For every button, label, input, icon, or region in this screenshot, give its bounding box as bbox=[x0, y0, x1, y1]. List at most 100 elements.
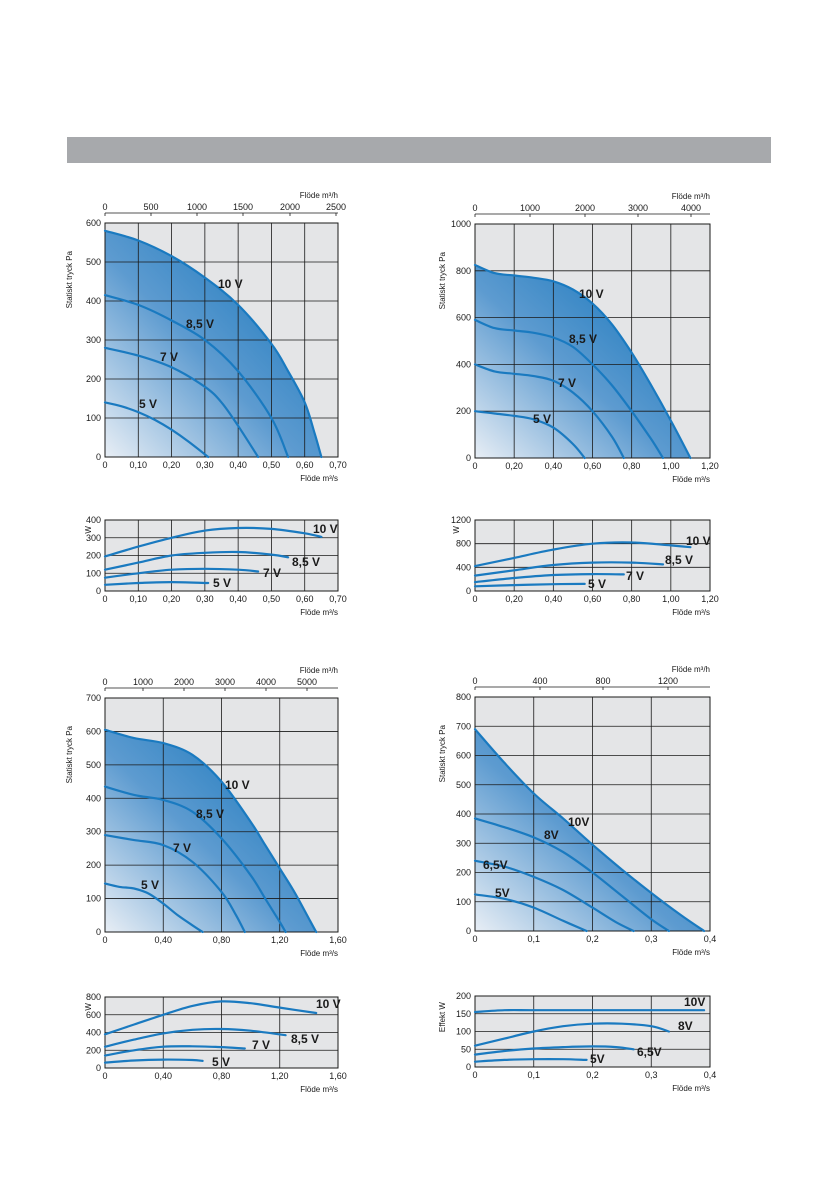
x2-tick-label: 1200 bbox=[658, 676, 678, 686]
y-tick-label: 400 bbox=[456, 562, 471, 572]
series-label: 8V bbox=[544, 828, 559, 842]
x-tick-label: 1,20 bbox=[701, 461, 719, 471]
x-tick-label: 1,00 bbox=[662, 594, 680, 604]
x2-tick-label: 2000 bbox=[280, 202, 300, 212]
series-line-1 bbox=[103, 1000, 318, 1036]
series-label: 5 V bbox=[141, 878, 159, 892]
y-tick-label: 150 bbox=[456, 1009, 471, 1019]
x-tick-label: 0,80 bbox=[213, 1071, 231, 1081]
y-tick-label: 200 bbox=[86, 374, 101, 384]
plot-frame bbox=[474, 223, 711, 459]
x2-tick-label: 0 bbox=[472, 203, 477, 213]
x-tick-label: 0,20 bbox=[163, 460, 181, 470]
section-header-bar bbox=[67, 137, 771, 163]
y-tick-label: 400 bbox=[86, 1028, 101, 1038]
x2-tick-label: 500 bbox=[143, 202, 158, 212]
x2-tick-label: 1000 bbox=[133, 677, 153, 687]
series-line-2 bbox=[473, 817, 670, 933]
x-tick-label: 0,60 bbox=[584, 461, 602, 471]
x-tick-label: 1,20 bbox=[271, 935, 289, 945]
y-tick-label: 100 bbox=[86, 894, 101, 904]
y-tick-label: 200 bbox=[456, 868, 471, 878]
x-axis-title: Flöde m³/s bbox=[672, 608, 710, 617]
series-line-3 bbox=[103, 1045, 246, 1057]
series-label: 7 V bbox=[252, 1038, 270, 1052]
x-tick-label: 0,40 bbox=[154, 935, 172, 945]
series-line-3 bbox=[103, 567, 260, 579]
x-tick-label: 0,50 bbox=[263, 594, 281, 604]
series-line-1 bbox=[103, 526, 323, 558]
x-tick-label: 0 bbox=[102, 935, 107, 945]
chart-3: 10 V 8,5 V 7 V 5 V 0 0,20 0,40 0,60 0,80 1,00 1,20… bbox=[438, 192, 719, 484]
series-line-4 bbox=[103, 401, 210, 459]
y-tick-label: 500 bbox=[456, 780, 471, 790]
series-line-1 bbox=[473, 263, 692, 460]
x-tick-label: 0,2 bbox=[586, 934, 599, 944]
series-line-2 bbox=[103, 1027, 287, 1048]
x-tick-label: 0,40 bbox=[545, 461, 563, 471]
x-tick-label: 0 bbox=[102, 460, 107, 470]
y-tick-label: 200 bbox=[86, 860, 101, 870]
series-line-4 bbox=[473, 1058, 588, 1063]
x-tick-label: 0,1 bbox=[527, 1070, 540, 1080]
x-tick-label: 0,1 bbox=[527, 934, 540, 944]
x-tick-label: 0,2 bbox=[586, 1070, 599, 1080]
y-tick-label: 0 bbox=[96, 586, 101, 596]
x-tick-label: 1,60 bbox=[329, 935, 347, 945]
x2-tick-label: 800 bbox=[595, 676, 610, 686]
series-label: 8,5 V bbox=[665, 553, 693, 567]
plot-frame bbox=[104, 222, 339, 458]
x2-tick-label: 1000 bbox=[187, 202, 207, 212]
x2-tick-label: 4000 bbox=[256, 677, 276, 687]
series-label: 10 V bbox=[686, 534, 711, 548]
y-tick-label: 600 bbox=[86, 1010, 101, 1020]
series-line-3 bbox=[473, 572, 625, 584]
x-tick-label: 0,4 bbox=[704, 1070, 717, 1080]
y-tick-label: 300 bbox=[86, 533, 101, 543]
series-label: 10 V bbox=[313, 522, 338, 536]
series-label: 5 V bbox=[212, 1055, 230, 1069]
series-line-4 bbox=[473, 410, 586, 460]
x-tick-label: 0,20 bbox=[163, 594, 181, 604]
series-label: 7 V bbox=[160, 350, 178, 364]
x-tick-label: 0,3 bbox=[645, 934, 658, 944]
x2-axis-title: Flöde m³/h bbox=[672, 192, 710, 201]
x-tick-label: 1,60 bbox=[329, 1071, 347, 1081]
x2-tick-label: 2500 bbox=[326, 202, 346, 212]
series-line-2 bbox=[473, 561, 665, 577]
x-tick-label: 0,10 bbox=[130, 594, 148, 604]
x-tick-label: 0,40 bbox=[154, 1071, 172, 1081]
x2-tick-label: 1500 bbox=[233, 202, 253, 212]
x-tick-label: 0,40 bbox=[229, 460, 247, 470]
series-line-3 bbox=[103, 834, 246, 934]
series-label: 6,5V bbox=[483, 858, 508, 872]
series-label: 8,5 V bbox=[291, 1032, 319, 1046]
y-axis-title: Statiskt tryck Pa bbox=[438, 724, 447, 782]
y-tick-label: 400 bbox=[456, 809, 471, 819]
y-tick-label: 100 bbox=[456, 897, 471, 907]
y-tick-label: 0 bbox=[466, 586, 471, 596]
chart-5: 10 V 8,5 V 7 V 5 V 0 0,40 0,80 1,20 1,60 Flöde m³… bbox=[65, 666, 347, 958]
x-tick-label: 0 bbox=[472, 1070, 477, 1080]
y-tick-label: 300 bbox=[86, 827, 101, 837]
x-tick-label: 0,40 bbox=[545, 594, 563, 604]
series-line-4 bbox=[473, 582, 586, 588]
series-line-3 bbox=[103, 346, 260, 459]
x-tick-label: 0,4 bbox=[704, 934, 717, 944]
y-tick-label: 800 bbox=[456, 266, 471, 276]
y-tick-label: 800 bbox=[456, 692, 471, 702]
x2-axis-title: Flöde m³/h bbox=[672, 665, 710, 674]
series-line-1 bbox=[473, 541, 692, 568]
series-label: 6,5V bbox=[637, 1045, 662, 1059]
y-tick-label: 800 bbox=[456, 539, 471, 549]
chart-2: 10 V 8,5 V 7 V 5 V 0 0,10 0,20 0,30 0,40 0,50 0,60… bbox=[84, 515, 347, 617]
y-tick-label: 100 bbox=[456, 1027, 471, 1037]
series-label: 10V bbox=[684, 995, 705, 1009]
operating-area-fill bbox=[475, 729, 705, 931]
y-axis-title: W bbox=[84, 526, 93, 534]
plot-frame bbox=[474, 519, 711, 592]
series-label: 5V bbox=[495, 886, 510, 900]
x-axis-title: Flöde m³/s bbox=[672, 475, 710, 484]
series-label: 10 V bbox=[218, 277, 243, 291]
